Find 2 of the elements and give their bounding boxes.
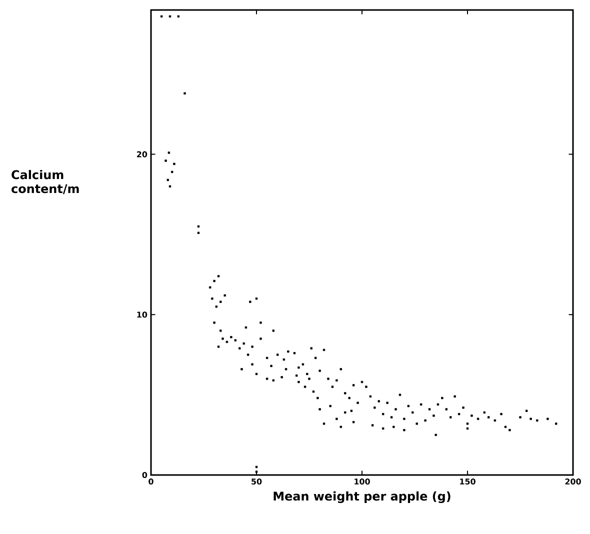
x-axis-title: Mean weight per apple (g) bbox=[274, 491, 450, 504]
y-axis-title: Calcium content/m bbox=[12, 170, 79, 194]
